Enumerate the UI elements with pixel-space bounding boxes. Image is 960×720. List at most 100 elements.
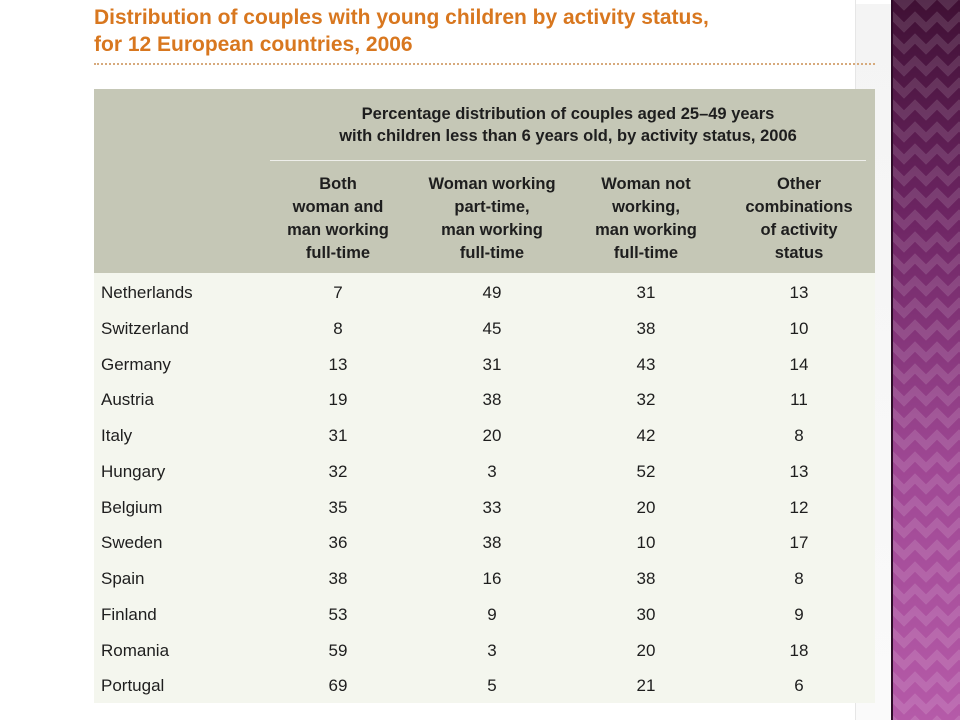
column-header-both-full-time: Both woman and man working full-time [270,173,406,265]
table-row-sweden: Sweden 36 38 10 17 [94,525,875,561]
value-cell-other: 17 [789,533,809,553]
column-header-woman-part-time: Woman working part-time, man working ful… [414,173,570,265]
super-header-divider [270,160,866,161]
value-cell-other: 11 [790,390,808,410]
value-cell-woman-part-time: 38 [482,390,502,410]
value-cell-woman-part-time: 20 [482,426,502,445]
column-header-line: Woman working [428,175,556,193]
value-cell-woman-not-working: 30 [636,604,656,624]
value-cell-both-full-time: 19 [328,390,348,410]
title-line-2: for 12 European countries, 2006 [94,33,413,56]
country-cell: Austria [101,390,154,410]
value-cell-both-full-time: 35 [328,497,348,517]
super-header-line-2: with children less than 6 years old, by … [339,127,797,145]
value-cell-other: 8 [794,569,804,588]
table-row-spain: Spain 38 16 38 8 [94,561,875,597]
column-header-line: man working [595,221,697,239]
value-cell-both-full-time: 7 [333,283,343,302]
table-row-netherlands: Netherlands 7 49 31 13 [94,275,875,311]
value-cell-both-full-time: 8 [333,318,343,338]
column-header-line: full-time [305,244,371,262]
value-cell-other: 9 [794,604,804,624]
table-row-germany: Germany 13 31 43 14 [94,347,875,383]
value-cell-woman-not-working: 10 [636,533,656,553]
table-row-portugal: Portugal 69 5 21 6 [94,668,875,704]
value-cell-woman-not-working: 38 [636,569,656,588]
value-cell-other: 13 [789,461,809,481]
column-header-line: part-time, [454,198,530,216]
value-cell-woman-part-time: 38 [482,533,502,553]
value-cell-both-full-time: 36 [328,533,348,553]
value-cell-woman-part-time: 45 [482,318,502,338]
purple-band-edge [891,0,894,720]
country-cell: Belgium [101,497,163,517]
value-cell-other: 6 [794,676,804,696]
table-super-header: Percentage distribution of couples aged … [270,103,866,147]
table-row-romania: Romania 59 3 20 18 [94,633,875,669]
country-cell: Germany [101,354,171,374]
value-cell-woman-not-working: 20 [636,497,656,517]
column-header-line: working, [612,198,680,216]
country-cell: Hungary [101,461,166,481]
column-header-line: woman and [292,198,384,216]
value-cell-both-full-time: 32 [328,461,348,481]
super-header-line-1: Percentage distribution of couples aged … [361,105,775,123]
value-cell-woman-not-working: 21 [636,676,656,696]
value-cell-woman-part-time: 5 [487,676,497,696]
data-table: Percentage distribution of couples aged … [94,89,875,703]
title-divider [94,63,875,65]
value-cell-woman-not-working: 52 [636,461,656,481]
column-header-line: Woman not [601,175,691,193]
value-cell-both-full-time: 53 [328,604,348,624]
value-cell-both-full-time: 13 [328,354,348,374]
value-cell-woman-not-working: 42 [636,426,656,445]
column-header-woman-not-working: Woman not working, man working full-time [576,173,716,265]
column-header-line: combinations [745,198,853,216]
value-cell-both-full-time: 59 [328,640,348,660]
value-cell-woman-part-time: 3 [487,640,497,660]
value-cell-woman-part-time: 16 [482,569,502,588]
table-row-finland: Finland 53 9 30 9 [94,597,875,633]
page-title: Distribution of couples with young child… [94,4,814,58]
country-cell: Finland [101,604,157,624]
value-cell-woman-not-working: 20 [636,640,656,660]
column-header-line: man working [287,221,389,239]
column-header-line: full-time [613,244,679,262]
value-cell-other: 12 [789,497,809,517]
country-cell: Portugal [101,676,165,696]
value-cell-other: 8 [794,426,804,445]
column-header-line: status [774,244,824,262]
decorative-purple-band [893,0,960,720]
country-cell: Spain [101,569,145,588]
country-cell: Italy [101,426,133,445]
table-row-hungary: Hungary 32 3 52 13 [94,454,875,490]
table-row-austria: Austria 19 38 32 11 [94,382,875,418]
value-cell-woman-not-working: 32 [636,390,656,410]
table-row-italy: Italy 31 20 42 8 [94,418,875,454]
value-cell-woman-part-time: 31 [482,354,502,374]
column-header-line: man working [441,221,543,239]
column-header-line: full-time [459,244,525,262]
value-cell-both-full-time: 69 [328,676,348,696]
value-cell-other: 18 [789,640,809,660]
value-cell-woman-part-time: 3 [487,461,497,481]
table-body: Netherlands 7 49 31 13 Switzerland 8 45 … [94,275,875,704]
country-cell: Sweden [101,533,163,553]
column-header-line: Other [776,175,821,193]
value-cell-both-full-time: 38 [328,569,348,588]
value-cell-other: 10 [789,318,809,338]
value-cell-woman-part-time: 49 [482,283,502,302]
table-row-switzerland: Switzerland 8 45 38 10 [94,311,875,347]
value-cell-woman-not-working: 38 [636,318,656,338]
table-header: Percentage distribution of couples aged … [94,89,875,273]
column-header-line: of activity [760,221,838,239]
value-cell-other: 14 [789,354,809,374]
country-cell: Netherlands [101,283,193,302]
country-cell: Romania [101,640,170,660]
value-cell-woman-part-time: 9 [487,604,497,624]
value-cell-woman-part-time: 33 [482,497,502,517]
column-header-other-combinations: Other combinations of activity status [724,173,874,265]
value-cell-both-full-time: 31 [328,426,348,445]
column-header-line: Both [319,175,357,193]
value-cell-woman-not-working: 43 [636,354,656,374]
